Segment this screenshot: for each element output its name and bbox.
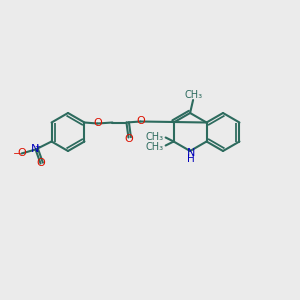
Text: +: + xyxy=(34,144,40,150)
Text: H: H xyxy=(187,154,195,164)
Text: CH₃: CH₃ xyxy=(184,90,202,100)
Text: CH₃: CH₃ xyxy=(146,131,164,142)
Text: O: O xyxy=(36,158,45,169)
Text: CH₃: CH₃ xyxy=(146,142,164,152)
Text: −: − xyxy=(13,149,22,159)
Text: O: O xyxy=(124,134,133,145)
Text: O: O xyxy=(17,148,26,158)
Text: N: N xyxy=(187,148,195,158)
Text: N: N xyxy=(32,145,40,154)
Text: O: O xyxy=(93,118,102,128)
Text: O: O xyxy=(136,116,145,127)
